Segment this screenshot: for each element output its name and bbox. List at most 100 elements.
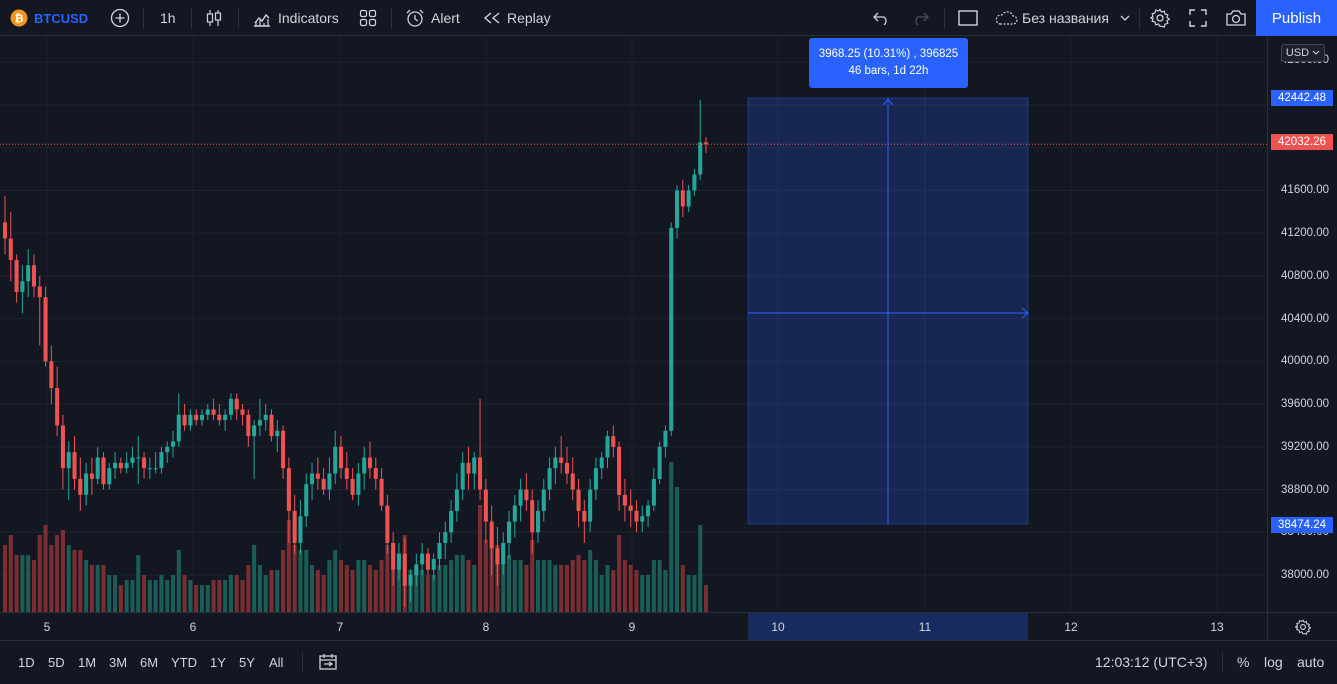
- volume-bar: [194, 585, 199, 612]
- volume-bar: [449, 560, 454, 612]
- candle-body: [199, 414, 205, 421]
- range-button-ytd[interactable]: YTD: [171, 654, 197, 670]
- volume-bar: [275, 570, 280, 612]
- log-scale-button[interactable]: log: [1264, 654, 1283, 670]
- auto-scale-button[interactable]: auto: [1297, 654, 1325, 670]
- volume-bar: [437, 565, 442, 612]
- currency-label: USD: [1285, 47, 1310, 59]
- candle-body: [194, 414, 199, 421]
- candle-body: [165, 446, 170, 453]
- percent-scale-button[interactable]: %: [1237, 654, 1250, 670]
- fullscreen-mode-button[interactable]: [958, 0, 978, 36]
- indicators-button[interactable]: Indicators: [252, 0, 339, 36]
- volume-bar: [199, 585, 205, 612]
- candle-body: [506, 521, 512, 543]
- candle-body: [78, 478, 83, 495]
- volume-bar: [669, 462, 674, 612]
- candle-body: [362, 457, 367, 474]
- candle-body: [657, 446, 662, 479]
- range-button-5y[interactable]: 5Y: [239, 654, 255, 670]
- candle-body: [182, 414, 187, 426]
- settings-button[interactable]: [1150, 0, 1170, 36]
- price-chart[interactable]: [0, 36, 1267, 612]
- candle-body: [449, 510, 454, 533]
- redo-button[interactable]: [911, 0, 929, 36]
- candle-body: [611, 436, 616, 447]
- volume-bar: [651, 560, 656, 612]
- volume-bar: [472, 565, 477, 612]
- redo-icon: [915, 12, 929, 25]
- candle-body: [680, 190, 685, 207]
- volume-bar: [124, 580, 129, 612]
- camera-icon: [1226, 10, 1246, 26]
- plus-circle-icon: [110, 8, 130, 28]
- candle-body: [501, 542, 506, 565]
- range-button-1y[interactable]: 1Y: [210, 654, 226, 670]
- volume-bar: [84, 560, 89, 612]
- time-tick-label: 13: [1210, 620, 1224, 634]
- clock-label[interactable]: 12:03:12 (UTC+3): [1095, 654, 1208, 670]
- range-button-6m[interactable]: 6M: [140, 654, 159, 670]
- time-axis[interactable]: 5 6 7 8 9 10 11 12 13: [0, 612, 1267, 640]
- volume-bar: [431, 575, 436, 612]
- candles-icon: [206, 10, 222, 26]
- compare-add-button[interactable]: [110, 0, 130, 36]
- gear-icon: [1294, 618, 1311, 635]
- candle-body: [275, 430, 280, 437]
- volume-bar: [136, 555, 141, 612]
- volume-bar: [72, 550, 77, 612]
- currency-button[interactable]: USD: [1281, 44, 1325, 62]
- candle-body: [31, 265, 36, 287]
- range-button-1m[interactable]: 1M: [78, 654, 97, 670]
- alert-button[interactable]: Alert: [405, 0, 460, 36]
- axis-settings-button[interactable]: [1267, 612, 1337, 640]
- candle-body: [263, 414, 268, 421]
- interval-button[interactable]: 1h: [160, 0, 176, 36]
- volume-bar: [518, 560, 523, 612]
- alert-label: Alert: [431, 10, 460, 26]
- snapshot-button[interactable]: [1225, 0, 1247, 36]
- volume-bar: [263, 575, 268, 612]
- divider: [1139, 7, 1140, 29]
- candle-body: [66, 452, 71, 469]
- chart-pane[interactable]: 17: [0, 36, 1267, 612]
- candle-body: [408, 575, 413, 586]
- volume-bar: [466, 560, 471, 612]
- candle-body: [454, 489, 459, 511]
- candle-body: [310, 473, 315, 485]
- volume-bar: [628, 565, 633, 612]
- volume-bar: [675, 487, 680, 612]
- publish-button[interactable]: Publish: [1256, 0, 1337, 36]
- price-tick-label: 41200.00: [1281, 227, 1329, 240]
- grid: [0, 36, 1267, 612]
- chart-type-button[interactable]: [205, 0, 223, 36]
- volume-bar: [333, 550, 338, 612]
- volume-bar: [78, 550, 83, 612]
- candle-body: [124, 462, 129, 469]
- candle-body: [26, 265, 31, 282]
- range-button-3m[interactable]: 3M: [109, 654, 128, 670]
- volume-bar: [373, 570, 378, 612]
- range-button-5d[interactable]: 5D: [48, 654, 65, 670]
- replay-button[interactable]: Replay: [483, 0, 551, 36]
- candle-body: [530, 500, 535, 533]
- layout-name-button[interactable]: Без названия: [994, 0, 1131, 36]
- candle-body: [443, 532, 448, 543]
- candle-body: [55, 388, 60, 426]
- grid-layout-icon: [359, 9, 377, 27]
- volume-bar: [142, 575, 147, 612]
- expand-icon: [1189, 9, 1207, 27]
- time-tick-label: 10: [771, 620, 785, 634]
- templates-button[interactable]: [359, 0, 377, 36]
- symbol-search[interactable]: ₿ BTCUSD: [10, 0, 88, 36]
- range-low-badge: 38474.24: [1271, 517, 1333, 533]
- candle-body: [524, 489, 529, 501]
- go-to-date-button[interactable]: [318, 641, 338, 683]
- undo-button[interactable]: [873, 0, 891, 36]
- range-button-1d[interactable]: 1D: [18, 654, 35, 670]
- candle-body: [333, 446, 338, 474]
- volume-bar: [176, 550, 181, 612]
- fullscreen-button[interactable]: [1189, 0, 1207, 36]
- range-button-all[interactable]: All: [269, 654, 284, 670]
- price-axis[interactable]: 42800.00 38000.0038400.0038800.0039200.0…: [1267, 36, 1337, 640]
